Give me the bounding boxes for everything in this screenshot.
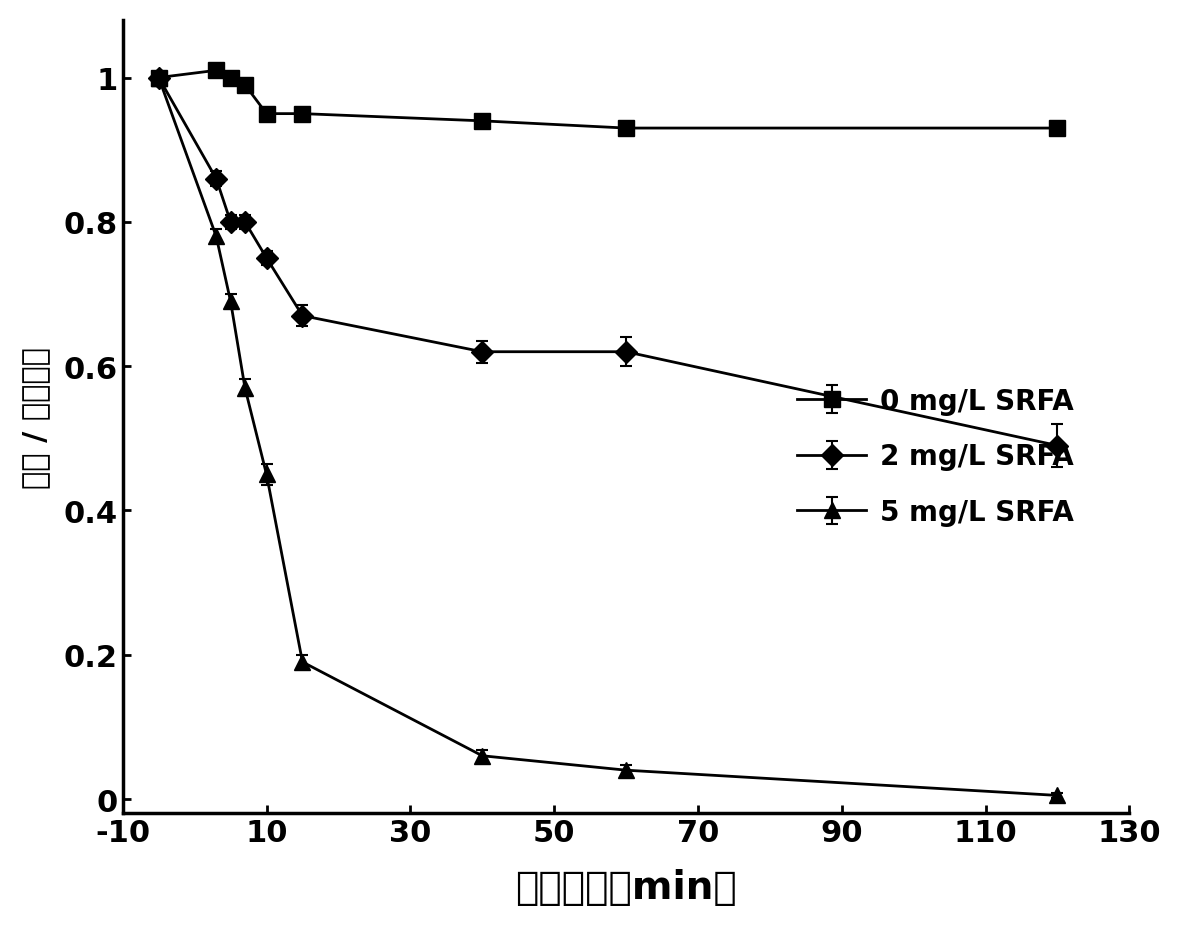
Y-axis label: 浓度 / 初始浓度: 浓度 / 初始浓度 bbox=[21, 347, 50, 488]
X-axis label: 反应时间（min）: 反应时间（min） bbox=[515, 869, 736, 907]
Legend: 0 mg/L SRFA, 2 mg/L SRFA, 5 mg/L SRFA: 0 mg/L SRFA, 2 mg/L SRFA, 5 mg/L SRFA bbox=[786, 376, 1085, 538]
